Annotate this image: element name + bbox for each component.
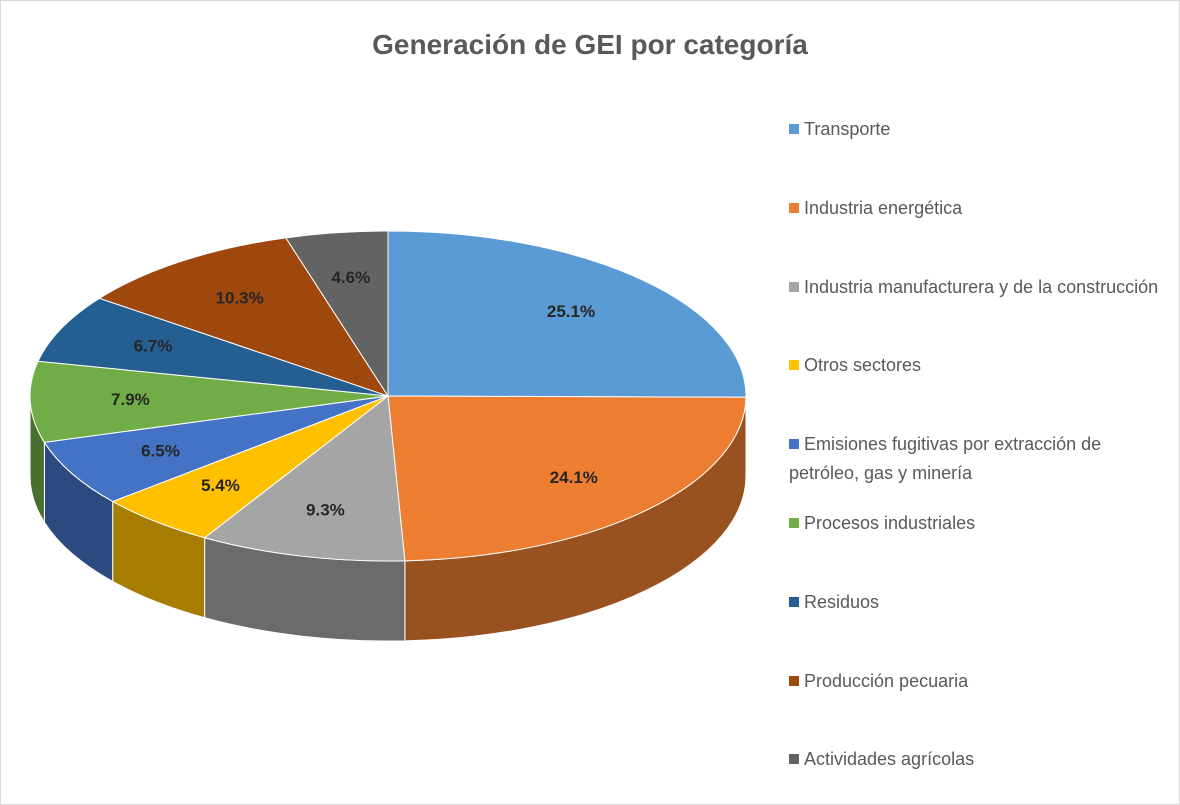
- slice: [387, 395, 747, 562]
- legend-swatch: [789, 124, 799, 134]
- legend-item: Producción pecuaria: [789, 667, 1169, 696]
- legend-swatch: [789, 281, 799, 292]
- legend-item: Actividades agrícolas: [789, 745, 1169, 774]
- legend-item: Procesos industriales: [789, 509, 1169, 538]
- data-label: 9.3%: [306, 501, 345, 520]
- legend-swatch: [789, 360, 799, 371]
- data-label: 5.4%: [201, 476, 240, 495]
- legend-swatch: [789, 754, 799, 765]
- data-label: 25.1%: [547, 302, 595, 321]
- data-label: 6.5%: [141, 441, 180, 460]
- data-label: 6.7%: [134, 337, 173, 356]
- legend-item: Industria energética: [789, 194, 1169, 223]
- legend-label: Procesos industriales: [804, 513, 976, 533]
- data-label: 4.6%: [331, 268, 370, 287]
- legend-label: Otros sectores: [804, 355, 922, 376]
- legend-swatch: [789, 439, 799, 450]
- data-label: 24.1%: [550, 468, 598, 487]
- slice: [29, 360, 389, 443]
- legend-label: Industria manufacturera y de la construc…: [804, 276, 1159, 297]
- legend-item: Industria manufacturera y de la construc…: [789, 273, 1169, 302]
- slice: [387, 230, 747, 398]
- legend-item: Emisiones fugitivas por extracción de pe…: [789, 430, 1169, 488]
- data-label: 7.9%: [111, 390, 150, 409]
- legend-item: Transporte: [789, 115, 1169, 144]
- slice: [37, 297, 389, 397]
- data-label: 10.3%: [216, 288, 264, 307]
- legend-label: Transporte: [804, 119, 891, 139]
- legend-label: Residuos: [804, 591, 880, 612]
- legend-swatch: [789, 675, 799, 686]
- legend-item: Otros sectores: [789, 351, 1169, 380]
- slice: [98, 237, 390, 397]
- legend-label: Emisiones fugitivas por extracción de pe…: [789, 434, 1102, 484]
- slice: [203, 395, 406, 562]
- legend-label: Actividades agrícolas: [804, 749, 975, 770]
- legend-label: Industria energética: [804, 197, 963, 218]
- chart-title: Generación de GEI por categoría: [372, 29, 808, 60]
- slice: [285, 230, 389, 398]
- legend-swatch: [789, 202, 799, 213]
- legend-label: Producción pecuaria: [804, 670, 969, 691]
- legend-item: Residuos: [789, 588, 1169, 617]
- legend-swatch: [789, 518, 799, 528]
- legend-swatch: [789, 596, 799, 607]
- slice: [43, 395, 389, 503]
